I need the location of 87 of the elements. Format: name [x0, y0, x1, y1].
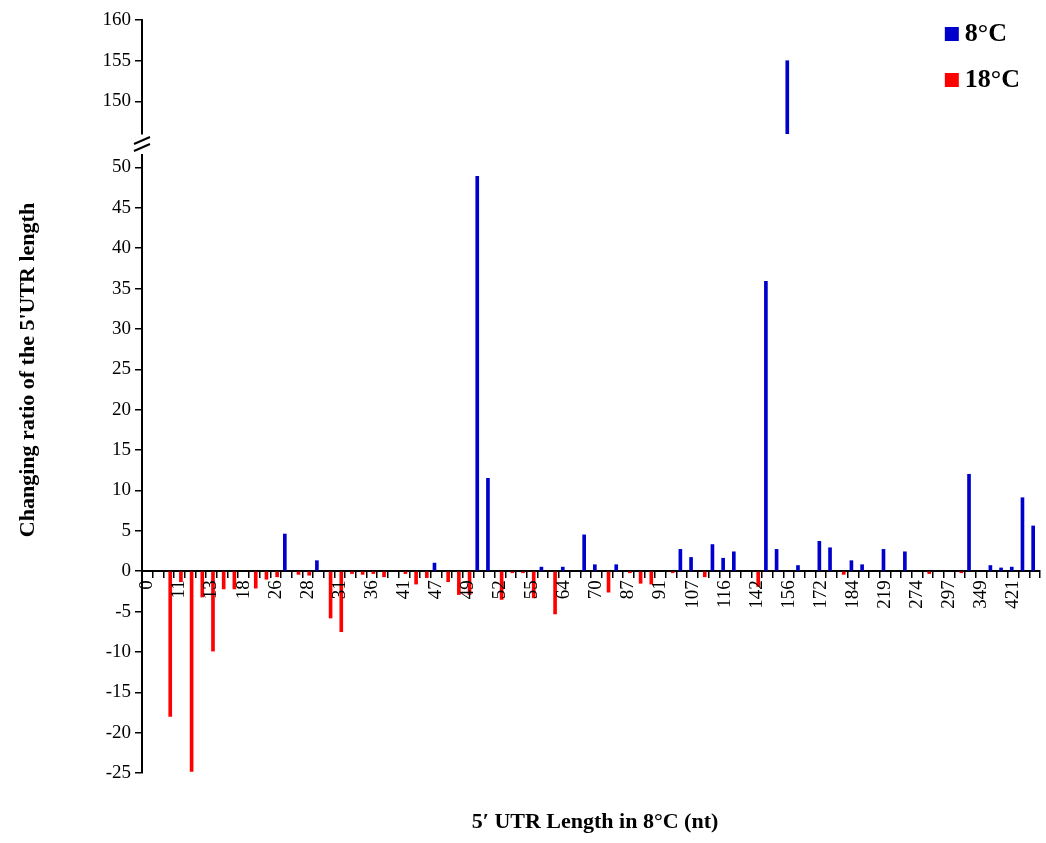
- bar: [764, 281, 768, 571]
- bar: [560, 566, 565, 571]
- bar: [999, 567, 1003, 571]
- x-tick-label: 349: [969, 580, 991, 609]
- x-tick-label: 70: [584, 580, 606, 600]
- bar: [457, 571, 461, 595]
- x-tick-label: 184: [840, 579, 862, 609]
- legend-label: 8°C: [964, 17, 1008, 47]
- bar: [179, 571, 183, 582]
- bar: [424, 571, 429, 578]
- bar: [828, 547, 832, 571]
- x-tick-label: 172: [808, 580, 830, 609]
- x-tick-label: 41: [391, 580, 413, 600]
- bar: [275, 571, 279, 578]
- y-tick-label: 10: [112, 478, 131, 500]
- bar: [860, 564, 864, 571]
- y-tick-label: 35: [112, 276, 131, 298]
- x-tick-label: 87: [616, 580, 638, 600]
- y-tick-label: 20: [112, 397, 131, 419]
- bar: [796, 565, 800, 571]
- bar: [382, 571, 386, 578]
- x-tick-label: 26: [263, 580, 285, 600]
- bar: [841, 571, 846, 575]
- y-tick-label: 0: [121, 559, 131, 581]
- y-tick-label: -25: [105, 760, 131, 782]
- y-tick-label: 25: [112, 357, 131, 379]
- bar: [988, 565, 993, 571]
- bar: [689, 557, 693, 571]
- x-tick-label: 421: [1001, 580, 1023, 609]
- y-tick-label: 160: [102, 7, 131, 29]
- bar: [253, 571, 258, 589]
- x-tick-label: 156: [776, 580, 798, 609]
- y-tick-label: -5: [115, 599, 131, 621]
- x-tick-label: 297: [937, 580, 959, 609]
- x-tick-label: 64: [552, 579, 574, 600]
- y-tick-label: -15: [105, 680, 131, 702]
- bar: [282, 533, 287, 571]
- bar: [582, 534, 586, 571]
- x-tick-label: 91: [648, 580, 670, 600]
- x-tick-label: 47: [423, 580, 445, 600]
- bar: [967, 473, 971, 571]
- y-tick-label: -20: [105, 720, 131, 742]
- bar: [200, 571, 205, 598]
- y-tick-label: 30: [112, 316, 131, 338]
- bar: [315, 560, 319, 571]
- bar: [721, 557, 725, 571]
- x-tick-label: 49: [456, 580, 478, 600]
- bar: [475, 176, 480, 571]
- legend-label: 18°C: [964, 63, 1021, 93]
- y-tick-label: 155: [102, 48, 131, 70]
- bar: [731, 551, 736, 571]
- x-tick-label: 18: [231, 580, 253, 600]
- x-tick-label: 11: [167, 580, 189, 599]
- bar: [614, 564, 619, 571]
- y-tick-label: 50: [112, 155, 131, 177]
- bar: [486, 478, 490, 571]
- y-tick-label: -10: [105, 639, 131, 661]
- x-axis-title: 5′ UTR Length in 8°C (nt): [471, 808, 719, 834]
- bar: [593, 564, 597, 571]
- bar: [221, 571, 226, 590]
- x-tick-label: 28: [295, 580, 317, 600]
- x-tick-label: 31: [327, 580, 349, 600]
- x-tick-label: 219: [872, 580, 894, 609]
- x-tick-label: 107: [680, 580, 702, 609]
- x-tick-label: 142: [744, 580, 766, 609]
- bar: [168, 571, 173, 717]
- x-tick-label: 116: [712, 580, 734, 608]
- bar: [649, 571, 654, 585]
- bar: [1009, 566, 1014, 571]
- x-tick-label: 52: [488, 580, 510, 600]
- bar: [414, 571, 418, 585]
- x-tick-label: 13: [199, 580, 221, 600]
- bar: [1031, 525, 1035, 571]
- y-tick-label: 45: [112, 195, 131, 217]
- x-tick-label: 274: [905, 579, 927, 609]
- y-tick-label: 40: [112, 236, 131, 258]
- y-tick-label: 150: [102, 89, 131, 111]
- bar: [702, 571, 707, 578]
- bar: [903, 551, 907, 571]
- y-tick-label: 15: [112, 438, 131, 460]
- y-axis-title: Changing ratio of the 5'UTR length: [14, 202, 40, 538]
- x-tick-label: 55: [520, 580, 542, 600]
- x-tick-label: 36: [359, 580, 381, 600]
- bar: [307, 571, 312, 576]
- bar: [553, 571, 557, 615]
- y-tick-label: 5: [121, 518, 131, 540]
- bar: [446, 571, 451, 582]
